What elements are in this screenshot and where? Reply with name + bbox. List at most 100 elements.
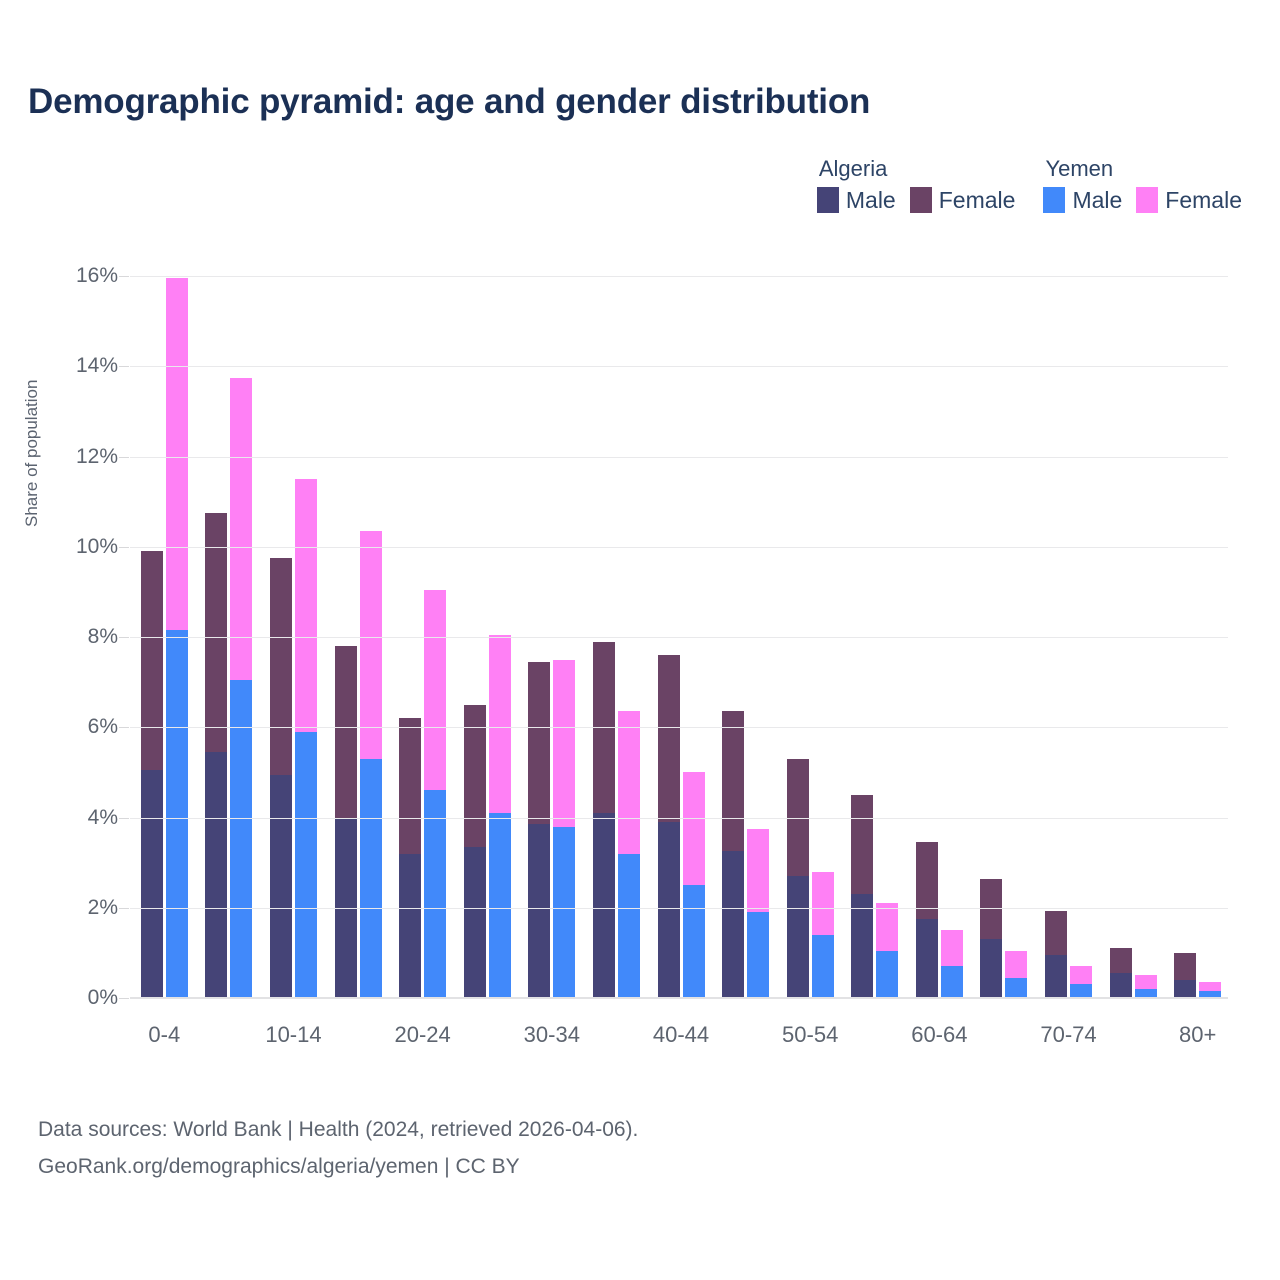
bar-segment-yemen-male[interactable] (230, 679, 253, 998)
bar-segment-yemen-male[interactable] (488, 813, 511, 998)
bar-algeria[interactable] (657, 655, 680, 998)
bar-segment-yemen-female[interactable] (1005, 950, 1028, 978)
bar-segment-algeria-female[interactable] (722, 711, 745, 852)
bar-yemen[interactable] (294, 479, 317, 998)
bar-yemen[interactable] (553, 659, 576, 998)
bar-algeria[interactable] (1109, 948, 1132, 998)
bar-segment-algeria-female[interactable] (399, 718, 422, 854)
bar-segment-yemen-female[interactable] (359, 530, 382, 759)
bar-segment-yemen-female[interactable] (424, 589, 447, 791)
bar-segment-yemen-female[interactable] (1134, 975, 1157, 989)
bar-algeria[interactable] (1174, 952, 1197, 998)
bar-yemen[interactable] (488, 634, 511, 998)
bar-algeria[interactable] (140, 550, 163, 998)
bar-segment-yemen-female[interactable] (1199, 981, 1222, 991)
bar-segment-yemen-male[interactable] (553, 826, 576, 998)
legend-item-yemen-male[interactable]: Male (1043, 187, 1122, 214)
bar-algeria[interactable] (528, 661, 551, 998)
bar-yemen[interactable] (811, 871, 834, 998)
bar-segment-algeria-male[interactable] (399, 853, 422, 998)
bar-yemen[interactable] (940, 930, 963, 998)
bar-segment-algeria-male[interactable] (269, 774, 292, 998)
bar-segment-yemen-female[interactable] (876, 903, 899, 951)
bar-segment-yemen-male[interactable] (940, 966, 963, 998)
bar-segment-algeria-female[interactable] (851, 794, 874, 895)
legend-item-algeria-female[interactable]: Female (909, 187, 1015, 214)
bar-algeria[interactable] (1045, 911, 1068, 998)
bar-segment-algeria-male[interactable] (528, 824, 551, 998)
bar-segment-yemen-female[interactable] (682, 772, 705, 886)
bar-algeria[interactable] (786, 758, 809, 998)
bar-algeria[interactable] (399, 718, 422, 998)
bar-yemen[interactable] (1134, 975, 1157, 998)
bar-segment-yemen-female[interactable] (230, 377, 253, 680)
bar-segment-algeria-female[interactable] (140, 550, 163, 771)
bar-segment-algeria-female[interactable] (657, 655, 680, 823)
bar-segment-algeria-male[interactable] (851, 894, 874, 998)
bar-segment-algeria-female[interactable] (205, 512, 228, 753)
bar-segment-algeria-female[interactable] (269, 558, 292, 775)
bar-segment-yemen-female[interactable] (940, 930, 963, 967)
bar-segment-yemen-male[interactable] (747, 912, 770, 998)
bar-segment-yemen-female[interactable] (1070, 966, 1093, 985)
bar-algeria[interactable] (722, 711, 745, 998)
bar-segment-algeria-female[interactable] (334, 646, 357, 818)
bar-segment-algeria-male[interactable] (722, 851, 745, 998)
bar-segment-yemen-female[interactable] (488, 634, 511, 813)
bar-segment-algeria-female[interactable] (528, 661, 551, 825)
bar-segment-yemen-male[interactable] (811, 934, 834, 998)
bar-algeria[interactable] (915, 842, 938, 998)
bar-segment-algeria-male[interactable] (915, 919, 938, 998)
bar-segment-algeria-female[interactable] (1045, 911, 1068, 956)
bar-segment-algeria-male[interactable] (1109, 973, 1132, 998)
bar-segment-algeria-male[interactable] (1174, 979, 1197, 998)
bar-segment-algeria-female[interactable] (463, 704, 486, 847)
bar-segment-yemen-male[interactable] (359, 758, 382, 998)
bar-segment-algeria-female[interactable] (1109, 948, 1132, 974)
bar-segment-algeria-male[interactable] (205, 752, 228, 998)
bar-segment-yemen-female[interactable] (747, 828, 770, 913)
bar-segment-yemen-female[interactable] (165, 277, 188, 630)
bar-algeria[interactable] (980, 879, 1003, 998)
bar-segment-algeria-male[interactable] (140, 770, 163, 998)
bar-segment-algeria-male[interactable] (657, 822, 680, 998)
bar-segment-algeria-female[interactable] (980, 879, 1003, 940)
bar-segment-algeria-female[interactable] (1174, 952, 1197, 980)
bar-segment-yemen-male[interactable] (1005, 977, 1028, 998)
bar-segment-yemen-male[interactable] (682, 885, 705, 998)
bar-algeria[interactable] (334, 646, 357, 998)
bar-algeria[interactable] (205, 512, 228, 998)
bar-yemen[interactable] (165, 277, 188, 998)
bar-yemen[interactable] (617, 711, 640, 998)
bar-segment-algeria-male[interactable] (463, 846, 486, 998)
bar-yemen[interactable] (682, 772, 705, 998)
legend-item-yemen-female[interactable]: Female (1136, 187, 1242, 214)
bar-segment-yemen-male[interactable] (1070, 984, 1093, 998)
bar-yemen[interactable] (747, 828, 770, 998)
bar-segment-algeria-male[interactable] (980, 939, 1003, 998)
bar-yemen[interactable] (1199, 981, 1222, 998)
bar-segment-yemen-male[interactable] (1134, 988, 1157, 998)
bar-segment-yemen-male[interactable] (1199, 990, 1222, 998)
bar-segment-yemen-female[interactable] (811, 871, 834, 935)
bar-algeria[interactable] (269, 558, 292, 998)
bar-segment-yemen-male[interactable] (165, 629, 188, 998)
bar-yemen[interactable] (359, 530, 382, 998)
bar-segment-algeria-male[interactable] (592, 813, 615, 998)
bar-yemen[interactable] (876, 903, 899, 998)
bar-algeria[interactable] (592, 641, 615, 998)
bar-yemen[interactable] (1070, 966, 1093, 998)
bar-segment-algeria-male[interactable] (786, 876, 809, 998)
bar-segment-algeria-female[interactable] (915, 842, 938, 920)
bar-segment-yemen-male[interactable] (617, 853, 640, 998)
bar-segment-yemen-female[interactable] (294, 479, 317, 732)
bar-yemen[interactable] (424, 589, 447, 998)
bar-algeria[interactable] (851, 794, 874, 998)
bar-segment-yemen-male[interactable] (294, 731, 317, 998)
bar-segment-yemen-female[interactable] (553, 659, 576, 827)
bar-segment-algeria-male[interactable] (1045, 955, 1068, 998)
bar-yemen[interactable] (1005, 950, 1028, 998)
legend-item-algeria-male[interactable]: Male (816, 187, 896, 214)
bar-algeria[interactable] (463, 704, 486, 998)
bar-segment-yemen-male[interactable] (876, 950, 899, 998)
